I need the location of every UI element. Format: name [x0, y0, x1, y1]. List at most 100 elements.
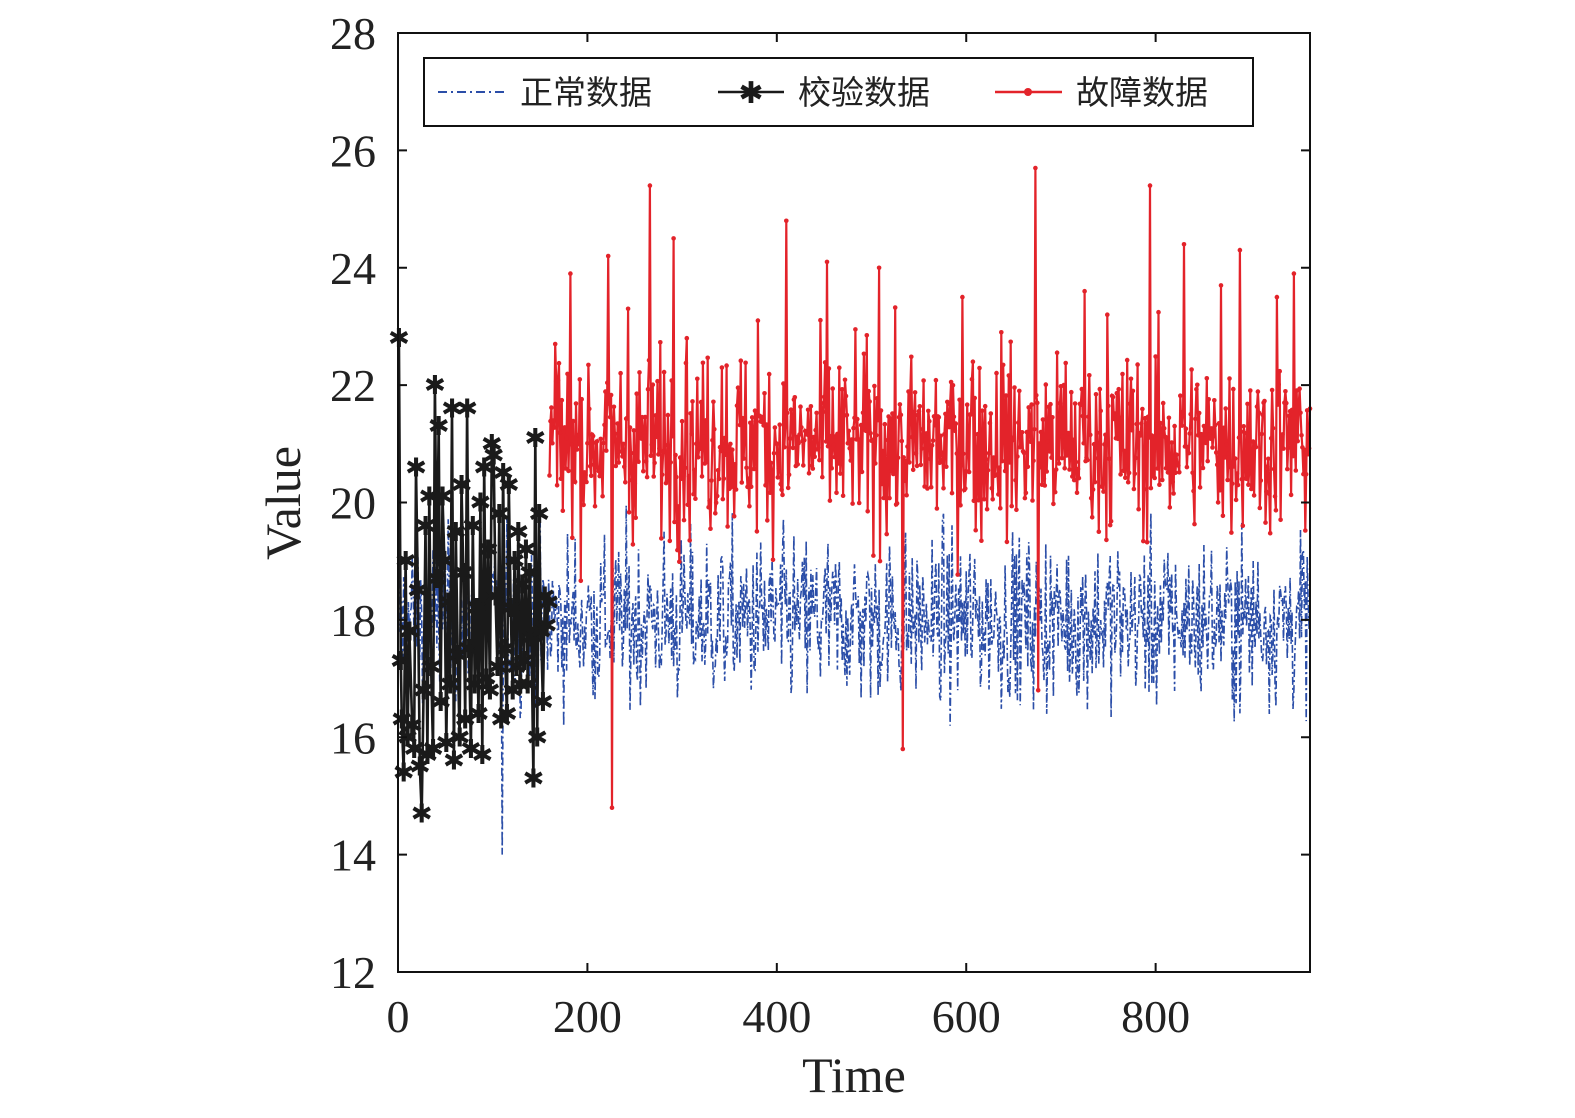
fault-point [1249, 484, 1255, 490]
fault-point [1168, 475, 1174, 480]
fault-point [1004, 539, 1010, 545]
fault-point [832, 454, 837, 460]
check-point: ✱ [415, 512, 437, 542]
fault-point [822, 360, 828, 365]
check-point: ✱ [407, 577, 429, 607]
fault-point [905, 444, 910, 449]
fault-point [908, 390, 913, 395]
fault-point [1247, 465, 1252, 470]
fault-point [878, 408, 884, 413]
fault-point [657, 446, 662, 451]
fault-point [1207, 432, 1212, 437]
fault-point [925, 486, 930, 491]
fault-point [919, 446, 924, 451]
fault-point [552, 341, 558, 347]
fault-point [636, 459, 641, 465]
fault-point [1180, 409, 1186, 415]
check-point: ✱ [487, 653, 509, 683]
series-fault-line [548, 167, 1312, 808]
fault-point [734, 403, 740, 408]
fault-point [1172, 423, 1177, 429]
fault-point [1178, 393, 1183, 399]
fault-point [910, 467, 916, 473]
fault-point [926, 408, 931, 414]
check-point: ✱ [441, 395, 463, 425]
fault-point [779, 487, 784, 493]
fault-point [1106, 403, 1111, 409]
fault-point [644, 474, 650, 480]
fault-point [565, 371, 570, 377]
fault-point [911, 409, 917, 415]
fault-point [1019, 430, 1025, 435]
check-point: ✱ [458, 635, 480, 665]
fault-point [1072, 401, 1078, 406]
fault-point [596, 468, 602, 474]
check-point: ✱ [513, 647, 535, 677]
fault-point [666, 448, 672, 453]
fault-point [632, 480, 638, 486]
fault-point [730, 447, 735, 453]
fault-point [1112, 411, 1118, 416]
fault-point [827, 498, 833, 503]
fault-point [627, 425, 633, 430]
fault-point [801, 463, 806, 468]
fault-point [1235, 482, 1241, 488]
fault-point [1080, 413, 1085, 419]
fault-point [1054, 350, 1060, 356]
fault-point [1093, 392, 1099, 397]
fault-point [748, 484, 754, 490]
fault-point [883, 485, 888, 491]
check-point: ✱ [420, 653, 442, 683]
fault-point [695, 455, 701, 460]
fault-point [1000, 362, 1006, 368]
fault-point [747, 503, 752, 509]
fault-point [1165, 470, 1171, 475]
fault-point [1217, 488, 1223, 493]
check-point: ✱ [534, 582, 556, 612]
fault-point [1033, 165, 1038, 171]
fault-point [997, 465, 1002, 471]
fault-point [1082, 288, 1087, 294]
fault-point [1134, 421, 1139, 427]
fault-point [659, 472, 665, 477]
fault-point [570, 535, 575, 541]
fault-point [739, 480, 745, 485]
fault-point [746, 476, 751, 482]
fault-point [1194, 387, 1199, 392]
fault-point [856, 437, 861, 442]
fault-point [700, 360, 706, 366]
fault-point [898, 412, 904, 418]
fault-point [1178, 419, 1184, 424]
fault-point [750, 434, 756, 439]
fault-point [963, 486, 968, 491]
fault-point [1297, 386, 1302, 392]
fault-point [547, 473, 552, 478]
fault-point [1015, 454, 1020, 459]
fault-point [601, 440, 606, 446]
fault-point [874, 396, 880, 401]
fault-point [685, 502, 691, 508]
fault-point [1298, 410, 1303, 416]
fault-point [941, 486, 946, 491]
fault-point [1057, 400, 1063, 406]
fault-point [732, 462, 738, 467]
fault-point [1028, 439, 1033, 445]
fault-point [942, 432, 947, 437]
fault-point [1257, 505, 1263, 511]
fault-point [1088, 495, 1094, 501]
fault-point [1283, 389, 1288, 394]
legend-box [423, 57, 1254, 127]
fault-point [1016, 420, 1021, 425]
fault-point [1107, 522, 1113, 528]
series-check-line [397, 338, 550, 814]
fault-point [918, 462, 924, 468]
fault-point [1038, 429, 1044, 435]
check-point: ✱ [485, 582, 507, 612]
check-point: ✱ [532, 688, 554, 718]
fault-point [951, 414, 957, 420]
fault-point [849, 437, 854, 442]
fault-point [853, 327, 858, 332]
fault-point [973, 527, 978, 533]
fault-point [771, 450, 777, 456]
fault-point [1184, 464, 1190, 470]
